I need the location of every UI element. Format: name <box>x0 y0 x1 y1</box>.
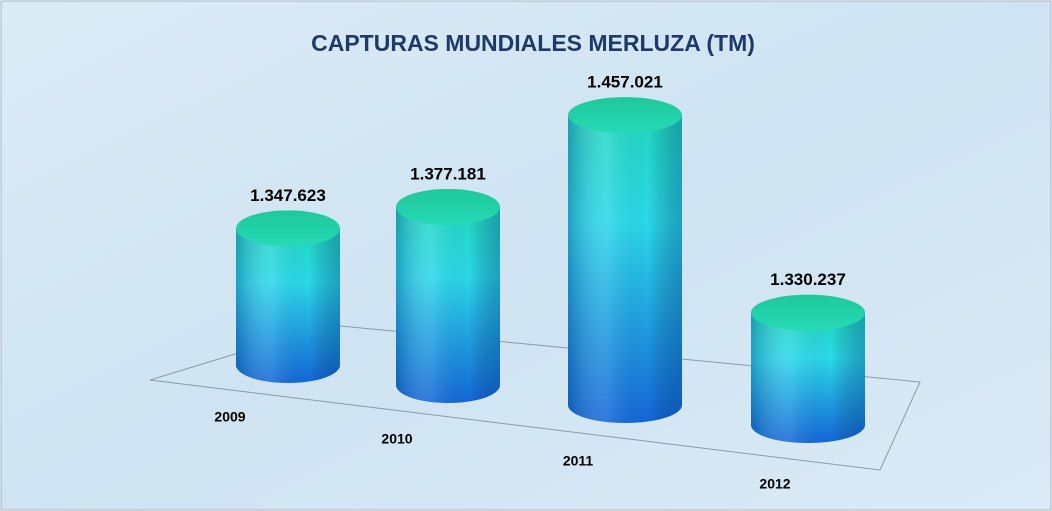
cylinder <box>396 188 500 403</box>
x-tick-label: 2012 <box>759 476 790 492</box>
x-tick-label: 2009 <box>214 409 245 425</box>
cylinder-shade <box>751 312 865 443</box>
cylinder-top <box>751 294 865 331</box>
data-label: 1.330.237 <box>770 270 846 289</box>
data-label: 1.377.181 <box>410 164 486 183</box>
chart-title: CAPTURAS MUNDIALES MERLUZA (TM) <box>311 30 755 56</box>
cylinder <box>751 294 865 443</box>
cylinder-shade <box>236 228 340 383</box>
x-tick-label: 2011 <box>563 453 594 469</box>
data-label: 1.347.623 <box>250 186 326 205</box>
cylinder-shade <box>568 115 682 424</box>
cylinder-top <box>568 97 682 134</box>
cylinder-top <box>236 210 340 247</box>
cylinder <box>568 97 682 424</box>
x-tick-label: 2010 <box>381 431 412 447</box>
cylinder-top <box>396 188 500 225</box>
cylinder <box>236 210 340 383</box>
cylinder-shade <box>396 206 500 403</box>
data-label: 1.457.021 <box>587 73 663 92</box>
